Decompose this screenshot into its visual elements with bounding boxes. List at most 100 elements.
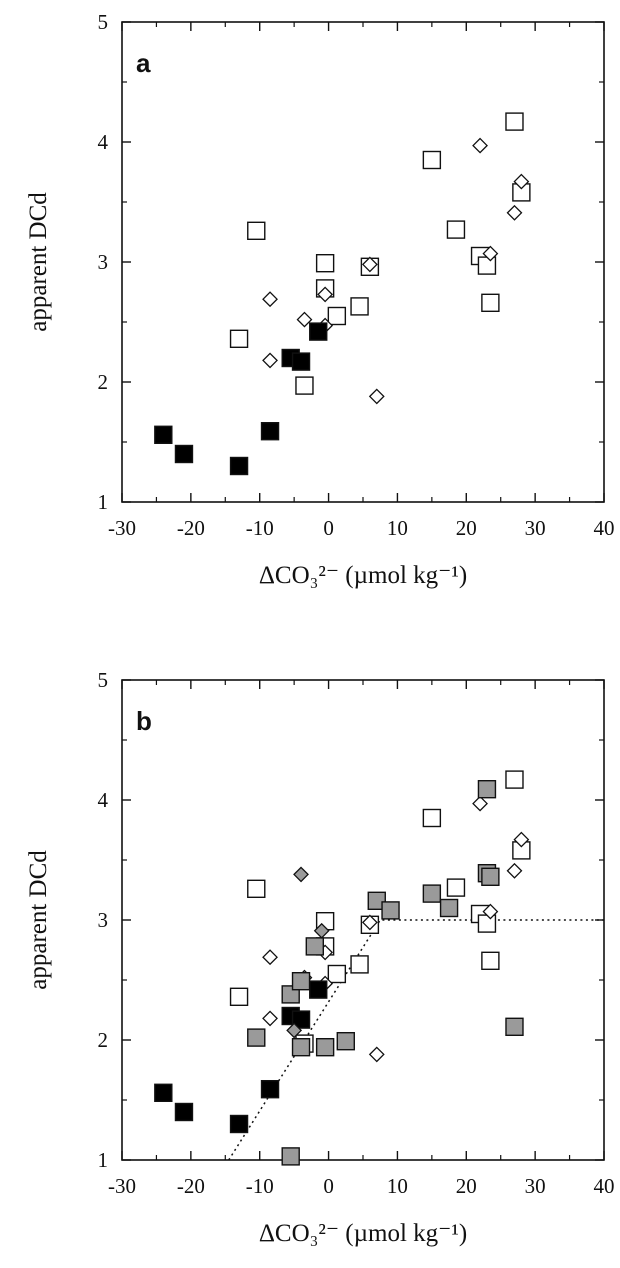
gray-square-marker (336, 1031, 355, 1051)
panel-b: -30 -20 -10 0 10 20 30 40 1 2 3 4 5 b ΔCO₃²⁻ (µmol kg⁻… (25, 668, 615, 1247)
x-tick-label: 10 (387, 516, 408, 540)
panel-a: -30 -20 -10 0 10 20 30 40 1 2 3 4 5 a ΔCO₃²⁻ (µmol kg⁻… (25, 10, 615, 589)
gray-square-marker (439, 898, 459, 918)
filled-square-marker (309, 980, 328, 999)
filled-square-marker (291, 1010, 311, 1029)
filled-square-marker (174, 444, 194, 464)
y-tick-label: 1 (98, 1148, 109, 1172)
x-tick-label: -30 (108, 516, 136, 540)
open-diamond-marker (506, 862, 523, 879)
y-tick-label: 4 (98, 788, 109, 812)
x-tick-label: -30 (108, 1174, 136, 1198)
y-tick-label: 2 (98, 1028, 109, 1052)
open-square-marker (505, 112, 524, 131)
open-diamond-marker (262, 352, 278, 369)
x-tick-label: -20 (177, 516, 205, 540)
open-diamond-marker (262, 949, 278, 966)
open-square-marker (350, 297, 369, 316)
gray-square-marker (367, 891, 386, 910)
y-tick-label: 3 (98, 250, 109, 274)
gray-square-marker (477, 780, 497, 799)
x-tick-label: -20 (177, 1174, 205, 1198)
gray-square-marker (291, 1037, 311, 1057)
x-axis-title: ΔCO₃²⁻ (µmol kg⁻¹) (259, 1220, 467, 1247)
x-tick-label: 40 (594, 516, 615, 540)
open-diamond-marker (296, 311, 313, 328)
x-axis-title: ΔCO₃²⁻ (µmol kg⁻¹) (259, 562, 467, 589)
y-tick-label: 3 (98, 908, 109, 932)
open-square-marker (247, 879, 266, 898)
open-diamond-marker (368, 388, 385, 405)
gray-square-marker (247, 1028, 266, 1047)
open-square-marker (229, 987, 249, 1006)
filled-square-marker (229, 456, 249, 476)
filled-square-marker (154, 1083, 173, 1103)
open-square-marker (505, 770, 524, 789)
gray-diamond-marker (286, 1022, 303, 1039)
open-square-marker (477, 914, 497, 933)
open-diamond-marker (472, 795, 488, 812)
y-axis-title: apparent DCd (25, 850, 52, 990)
fit-line (228, 919, 604, 1161)
open-diamond-marker (513, 831, 530, 848)
open-square-marker (481, 293, 500, 312)
filled-square-marker (260, 422, 280, 441)
gray-diamond-marker (313, 922, 330, 939)
y-tick-label: 4 (98, 130, 109, 154)
filled-square-marker (229, 1114, 249, 1134)
open-square-marker (327, 306, 347, 326)
open-diamond-marker (482, 903, 499, 920)
gray-square-marker (481, 867, 500, 886)
filled-square-marker (154, 425, 173, 444)
x-tick-label: 30 (525, 516, 546, 540)
x-tick-label: -10 (246, 516, 274, 540)
x-tick-label: -10 (246, 1174, 274, 1198)
gray-square-marker (305, 937, 324, 956)
x-tick-label: 20 (456, 516, 477, 540)
y-tick-label: 2 (98, 370, 109, 394)
open-square-marker (350, 955, 369, 974)
open-diamond-marker (472, 137, 488, 154)
filled-square-marker (174, 1102, 194, 1122)
panel-letter: a (136, 48, 151, 78)
open-diamond-marker (361, 256, 378, 273)
gray-square-marker (422, 884, 442, 903)
open-square-marker (315, 253, 335, 273)
y-tick-label: 5 (98, 10, 109, 34)
gray-diamond-marker (293, 866, 309, 883)
open-square-marker (327, 964, 347, 984)
filled-square-marker (309, 322, 328, 341)
gray-square-marker (381, 901, 400, 920)
open-square-marker (481, 951, 500, 970)
y-tick-label: 1 (98, 490, 109, 514)
open-diamond-marker (506, 204, 523, 221)
x-tick-label: 20 (456, 1174, 477, 1198)
open-square-marker (295, 376, 314, 395)
filled-square-marker (291, 352, 311, 371)
open-square-marker (229, 329, 249, 348)
open-square-marker (446, 878, 466, 897)
open-square-marker (422, 150, 442, 170)
x-tick-label: 40 (594, 1174, 615, 1198)
open-square-marker (247, 221, 266, 241)
gray-square-marker (281, 1147, 300, 1166)
x-tick-label: 0 (323, 1174, 334, 1198)
y-tick-label: 5 (98, 668, 109, 692)
filled-square-marker (260, 1079, 280, 1099)
x-tick-label: 0 (323, 516, 334, 540)
open-square-marker (422, 808, 442, 828)
open-diamond-marker (361, 914, 378, 931)
x-tick-label: 10 (387, 1174, 408, 1198)
gray-square-marker (505, 1017, 524, 1036)
open-square-marker (446, 220, 466, 239)
open-diamond-marker (317, 286, 334, 303)
open-diamond-marker (262, 1010, 278, 1027)
open-diamond-marker (513, 173, 530, 190)
open-diamond-marker (482, 245, 499, 262)
open-diamond-marker (262, 291, 278, 308)
x-tick-label: 30 (525, 1174, 546, 1198)
panel-letter: b (136, 706, 152, 736)
open-diamond-marker (368, 1046, 385, 1063)
y-axis-title: apparent DCd (25, 192, 52, 332)
